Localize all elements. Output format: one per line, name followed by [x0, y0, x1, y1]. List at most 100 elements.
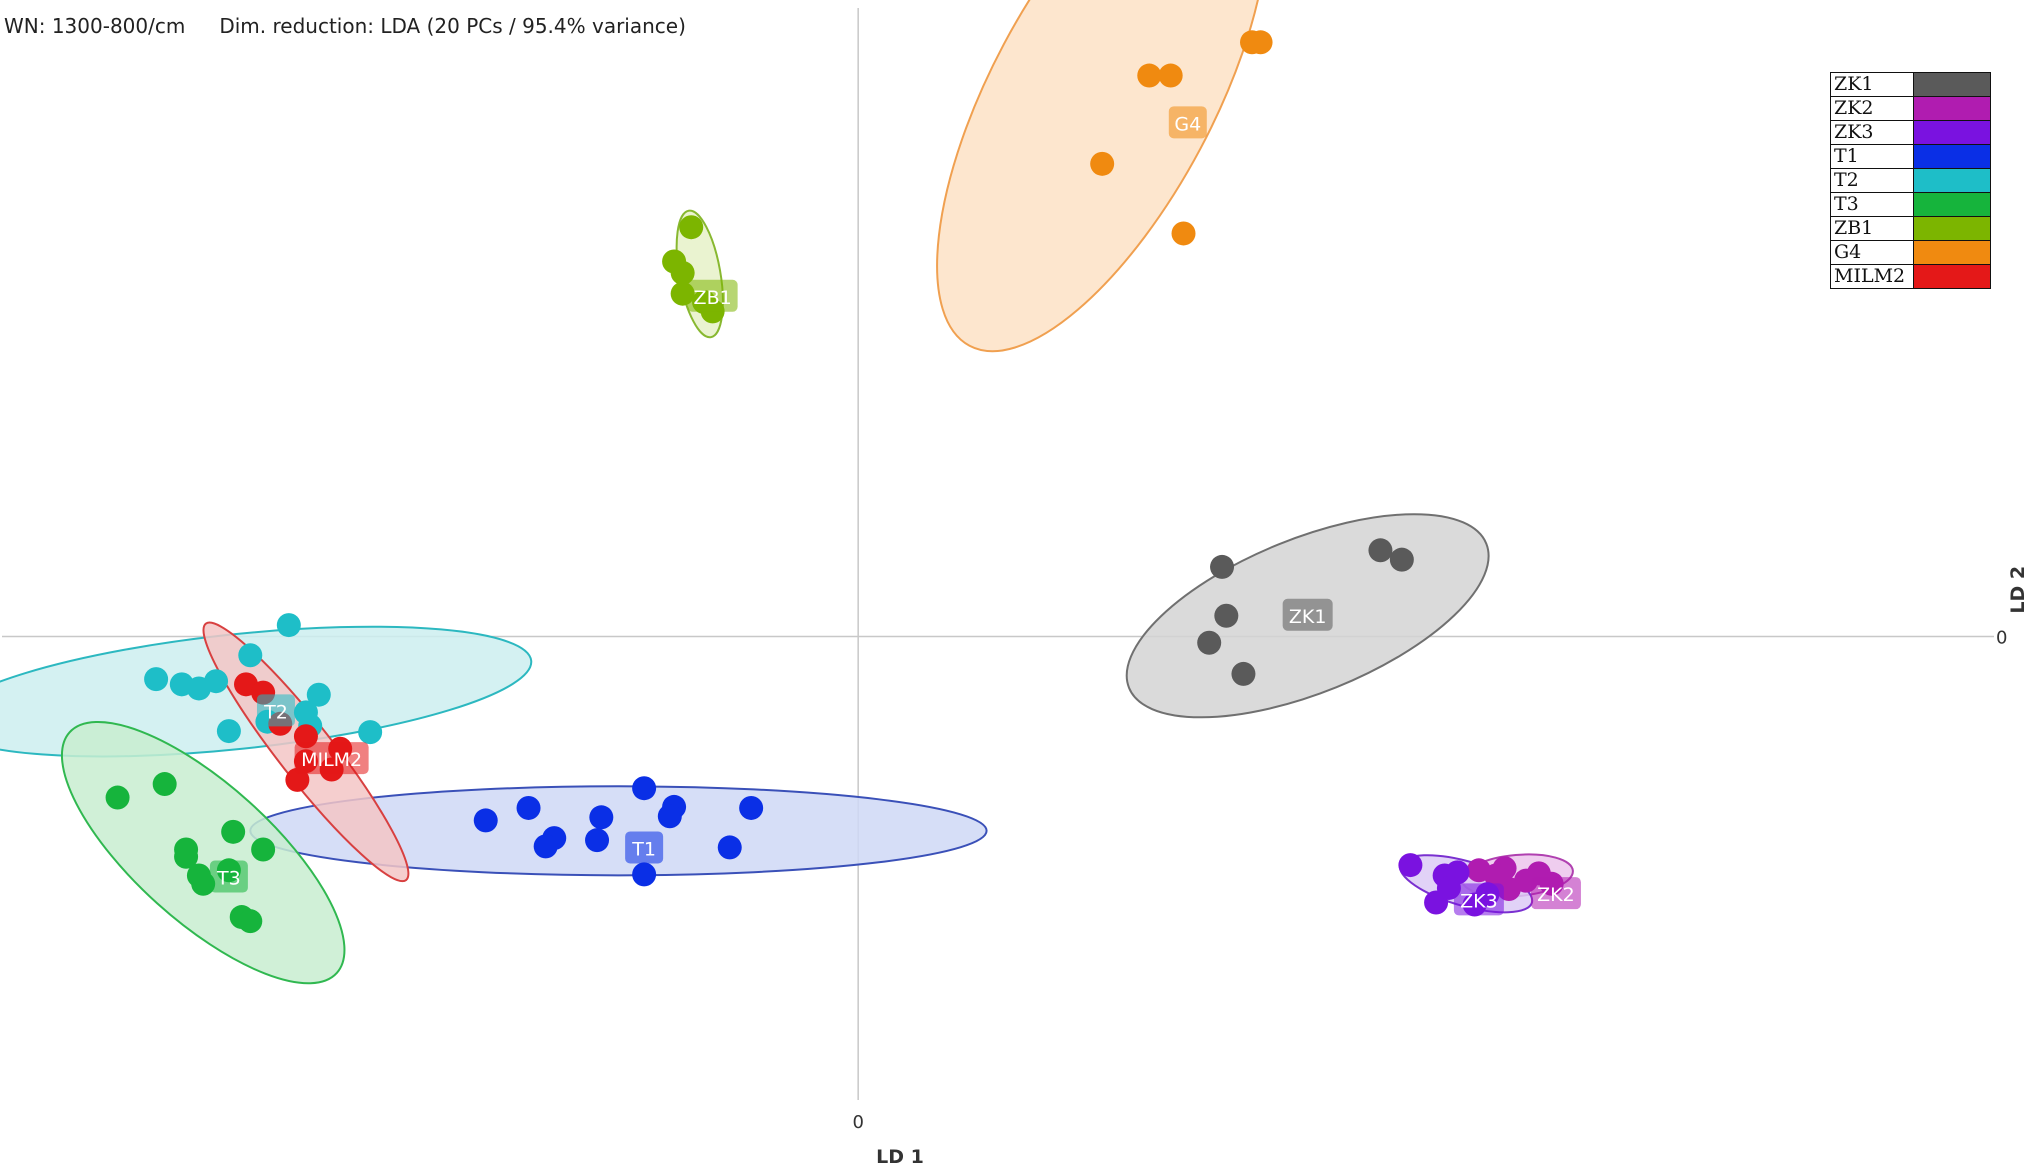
- group-label-text: MILM2: [301, 749, 362, 771]
- point-g4-6: [1171, 221, 1196, 246]
- group-label-bg: [209, 860, 248, 893]
- legend-label: T2: [1830, 168, 1914, 193]
- legend-swatch: [1913, 96, 1991, 121]
- point-t1-2: [516, 795, 541, 820]
- legend-swatch: [1913, 216, 1991, 241]
- point-zk1-5: [1368, 538, 1393, 563]
- point-t3-7: [251, 837, 276, 862]
- point-zk1-4: [1231, 661, 1256, 686]
- point-t2-1: [276, 613, 301, 638]
- group-label-zk2: ZK2: [1530, 877, 1581, 910]
- legend-entry-zk3: ZK3: [1830, 120, 1991, 145]
- legend: ZK1 ZK2 ZK3 T1 T2 T3 ZB1 G4 MILM2: [1830, 72, 1991, 289]
- legend-entry-zk2: ZK2: [1830, 96, 1991, 121]
- point-zk1-1: [1210, 554, 1235, 579]
- ellipse-t3: [60, 720, 346, 985]
- legend-swatch: [1913, 240, 1991, 265]
- group-label-t3: T3: [209, 860, 248, 893]
- group-label-bg: [1530, 877, 1581, 910]
- point-g4-1: [1137, 63, 1162, 88]
- point-t1-5: [589, 805, 614, 830]
- x-axis-title: LD 1: [876, 1146, 924, 1166]
- point-t2-7: [216, 719, 241, 744]
- group-label-t2: T2: [256, 694, 295, 727]
- point-t1-7: [632, 776, 657, 801]
- legend-entry-zk1: ZK1: [1830, 72, 1991, 97]
- point-zk1-6: [1389, 547, 1414, 572]
- group-label-text: T1: [631, 838, 656, 860]
- group-label-milm2: MILM2: [294, 742, 369, 775]
- point-t3-2: [152, 772, 177, 797]
- point-zk3-1: [1398, 853, 1423, 878]
- group-label-bg: [625, 831, 664, 864]
- point-t1-12: [739, 795, 764, 820]
- legend-swatch: [1913, 264, 1991, 289]
- point-t3-1: [105, 785, 130, 810]
- chart-header: WN: 1300-800/cm Dim. reduction: LDA (20 …: [4, 14, 686, 38]
- legend-entry-t2: T2: [1830, 168, 1991, 193]
- group-label-bg: [294, 742, 369, 775]
- legend-entry-milm2: MILM2: [1830, 264, 1991, 289]
- y-axis-title: LD 2: [2007, 566, 2029, 614]
- axis-ticks: 0 0 LD 1 LD 2: [852, 566, 2029, 1166]
- point-t2-6: [238, 643, 263, 668]
- legend-label: G4: [1830, 240, 1914, 265]
- group-label-text: ZB1: [694, 287, 732, 309]
- legend-entry-t1: T1: [1830, 144, 1991, 169]
- legend-entry-t3: T3: [1830, 192, 1991, 217]
- legend-label: ZK2: [1830, 96, 1914, 121]
- legend-swatch: [1913, 192, 1991, 217]
- legend-label: T3: [1830, 192, 1914, 217]
- point-t1-6: [585, 828, 610, 853]
- wavenumber-range: WN: 1300-800/cm: [4, 14, 186, 38]
- dim-reduction-info: Dim. reduction: LDA (20 PCs / 95.4% vari…: [219, 14, 686, 38]
- point-g4-5: [1090, 151, 1115, 176]
- point-g4-2: [1158, 63, 1183, 88]
- group-label-zk3: ZK3: [1453, 883, 1504, 916]
- group-label-text: ZK3: [1460, 890, 1498, 912]
- legend-label: T1: [1830, 144, 1914, 169]
- point-t3-9: [191, 871, 216, 896]
- group-label-bg: [256, 694, 295, 727]
- group-label-zb1: ZB1: [687, 279, 738, 312]
- point-t3-4: [174, 844, 199, 869]
- group-label-text: T3: [216, 868, 241, 890]
- group-label-bg: [1453, 883, 1504, 916]
- point-zk2-7: [1484, 863, 1509, 888]
- group-label-t1: T1: [625, 831, 664, 864]
- point-t2-5: [204, 669, 229, 694]
- point-t3-11: [238, 909, 263, 934]
- point-t1-10: [657, 804, 682, 829]
- legend-swatch: [1913, 120, 1991, 145]
- legend-label: ZK1: [1830, 72, 1914, 97]
- point-g4-4: [1248, 30, 1273, 55]
- legend-swatch: [1913, 144, 1991, 169]
- legend-swatch: [1913, 72, 1991, 97]
- group-label-text: T2: [263, 701, 288, 723]
- point-t3-5: [221, 819, 246, 844]
- point-zk1-2: [1214, 603, 1239, 628]
- legend-label: ZB1: [1830, 216, 1914, 241]
- legend-entry-g4: G4: [1830, 240, 1991, 265]
- point-t1-8: [632, 862, 657, 887]
- point-t1-4: [533, 834, 558, 859]
- group-label-bg: [1168, 106, 1207, 139]
- point-zk1-3: [1197, 630, 1222, 655]
- point-t2-2: [144, 667, 169, 692]
- y-tick-label: 0: [1996, 628, 2007, 649]
- point-zb1-1: [679, 215, 704, 240]
- point-zb1-3: [670, 260, 695, 285]
- group-label-text: ZK1: [1289, 606, 1327, 628]
- point-t1-11: [717, 835, 742, 860]
- group-label-zk1: ZK1: [1282, 598, 1333, 631]
- point-t1-1: [473, 808, 498, 833]
- group-label-bg: [687, 279, 738, 312]
- group-label-text: ZK2: [1537, 884, 1575, 906]
- legend-swatch: [1913, 168, 1991, 193]
- ellipse-g4: [936, 0, 1269, 353]
- group-label-bg: [1282, 598, 1333, 631]
- legend-entry-zb1: ZB1: [1830, 216, 1991, 241]
- legend-label: MILM2: [1830, 264, 1914, 289]
- group-labels: ZK1 ZK2 ZK3 T1 T2 T3 ZB1 G4 MILM2: [209, 106, 1581, 916]
